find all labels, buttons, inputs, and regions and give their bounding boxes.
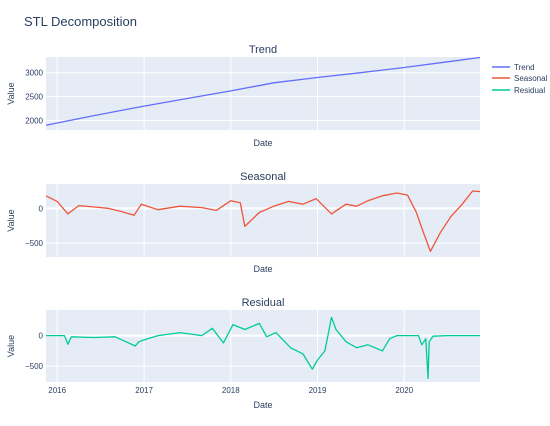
series-line-trend-0 bbox=[45, 56, 481, 126]
subplot-title-seasonal: Seasonal bbox=[240, 171, 286, 183]
subplot-title-trend: Trend bbox=[249, 44, 277, 56]
y-tick-label-residual-1: 0 bbox=[39, 332, 44, 341]
y-tick-label-trend-1: 2500 bbox=[25, 93, 43, 102]
legend: Trend Seasonal Residual bbox=[492, 63, 548, 95]
x-axis-title-trend: Date bbox=[253, 138, 272, 148]
y-axis-title-trend: Value bbox=[6, 82, 16, 104]
series-line-seasonal-0 bbox=[45, 190, 481, 253]
panel-residual: −500 0 Residual Date Value 2016 2017 2018 2019 20… bbox=[6, 297, 480, 410]
y-tick-label-trend-0: 2000 bbox=[25, 116, 43, 125]
plot-area-seasonal bbox=[46, 184, 480, 257]
legend-label-residual: Residual bbox=[514, 86, 545, 95]
plot-area-residual bbox=[46, 310, 480, 382]
plot-area-trend bbox=[46, 57, 480, 130]
panel-seasonal: −500 0 Seasonal Date Value bbox=[6, 171, 481, 274]
y-axis-title-seasonal: Value bbox=[6, 209, 16, 231]
x-axis-title-residual: Date bbox=[253, 400, 272, 410]
x-tick-label-0: 2016 bbox=[48, 386, 66, 395]
legend-label-trend: Trend bbox=[514, 63, 535, 72]
y-tick-label-residual-0: −500 bbox=[25, 362, 44, 371]
x-tick-label-3: 2019 bbox=[309, 386, 327, 395]
x-tick-label-4: 2020 bbox=[395, 386, 413, 395]
legend-label-seasonal: Seasonal bbox=[514, 74, 548, 83]
x-tick-label-1: 2017 bbox=[135, 386, 153, 395]
x-axis-title-seasonal: Date bbox=[253, 264, 272, 274]
legend-item-trend[interactable]: Trend bbox=[492, 63, 535, 72]
y-tick-label-seasonal-0: −500 bbox=[25, 239, 44, 248]
figure-title: STL Decomposition bbox=[24, 14, 137, 29]
x-tick-label-2: 2018 bbox=[222, 386, 240, 395]
series-line-residual-0 bbox=[46, 316, 480, 379]
panel-trend: 2000 2500 3000 Trend Date Value bbox=[6, 44, 481, 148]
legend-item-residual[interactable]: Residual bbox=[492, 86, 545, 95]
y-axis-title-residual: Value bbox=[6, 335, 16, 357]
legend-item-seasonal[interactable]: Seasonal bbox=[492, 74, 548, 83]
y-tick-label-seasonal-1: 0 bbox=[39, 204, 44, 213]
y-tick-label-trend-2: 3000 bbox=[25, 69, 43, 78]
subplot-title-residual: Residual bbox=[242, 297, 285, 309]
